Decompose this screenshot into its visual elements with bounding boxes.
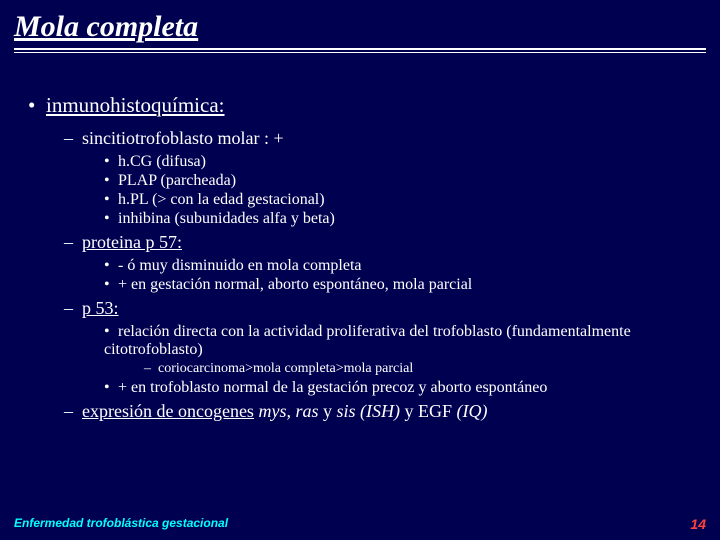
level3-label: relación directa con la actividad prolif… xyxy=(104,323,631,358)
bullet-dot-icon: • xyxy=(104,172,118,190)
level3-item: •PLAP (parcheada) xyxy=(28,172,692,190)
level3-label: PLAP (parcheada) xyxy=(118,172,236,189)
level1-label: inmunohistoquímica: xyxy=(46,93,225,117)
level3-label: - ó muy disminuido en mola completa xyxy=(118,257,362,274)
level2-item: –p 53: xyxy=(28,298,692,319)
bullet-dot-icon: • xyxy=(104,210,118,228)
page-number: 14 xyxy=(690,516,706,532)
dash-icon: – xyxy=(64,298,82,319)
level2-seg: sis (ISH) xyxy=(332,401,405,421)
dash-icon: – xyxy=(64,232,82,253)
level3-label: + en gestación normal, aborto espontáneo… xyxy=(118,276,472,293)
level2-label: sincitiotrofoblasto molar : + xyxy=(82,128,284,148)
level3-item: •h.PL (> con la edad gestacional) xyxy=(28,191,692,209)
bullet-dot-icon: • xyxy=(104,257,118,275)
level3-item: •- ó muy disminuido en mola completa xyxy=(28,257,692,275)
level3-item: •+ en trofoblasto normal de la gestación… xyxy=(28,379,692,397)
level1-item: •inmunohistoquímica: xyxy=(28,93,692,118)
bullet-dot-icon: • xyxy=(104,276,118,294)
bullet-dot-icon: • xyxy=(104,153,118,171)
level2-seg: mys, ras xyxy=(254,401,323,421)
level2-item: –proteina p 57: xyxy=(28,232,692,253)
level2-seg: expresión de oncogenes xyxy=(82,401,254,421)
level2-seg: (IQ) xyxy=(452,401,487,421)
bullet-dot-icon: • xyxy=(104,191,118,209)
bullet-dot-icon: • xyxy=(28,93,46,118)
bullet-dot-icon: • xyxy=(104,323,118,341)
level3-item: •h.CG (difusa) xyxy=(28,153,692,171)
level3-label: h.PL (> con la edad gestacional) xyxy=(118,191,325,208)
level2-item: –sincitiotrofoblasto molar : + xyxy=(28,128,692,149)
level3-label: + en trofoblasto normal de la gestación … xyxy=(118,379,547,396)
bullet-dot-icon: • xyxy=(104,379,118,397)
level2-seg: y xyxy=(323,401,332,421)
footer-title: Enfermedad trofoblástica gestacional xyxy=(14,516,228,530)
level3-label: h.CG (difusa) xyxy=(118,153,206,170)
level3-item: •+ en gestación normal, aborto espontáne… xyxy=(28,276,692,294)
title-rule-thick xyxy=(14,48,706,50)
level3-label: inhibina (subunidades alfa y beta) xyxy=(118,210,335,227)
slide-title: Mola completa xyxy=(0,0,720,46)
level4-item: –coriocarcinoma>mola completa>mola parci… xyxy=(28,361,692,377)
level3-item: •inhibina (subunidades alfa y beta) xyxy=(28,210,692,228)
slide-body: •inmunohistoquímica: –sincitiotrofoblast… xyxy=(0,53,720,422)
level3-item: •relación directa con la actividad proli… xyxy=(28,323,692,359)
level2-label: p 53: xyxy=(82,298,119,318)
dash-icon: – xyxy=(64,401,82,422)
level2-seg: y EGF xyxy=(404,401,452,421)
level2-item: –expresión de oncogenes mys, ras y sis (… xyxy=(28,401,692,422)
level4-label: coriocarcinoma>mola completa>mola parcia… xyxy=(158,361,413,376)
dash-icon: – xyxy=(144,361,158,377)
level2-label: proteina p 57: xyxy=(82,232,182,252)
slide-footer: Enfermedad trofoblástica gestacional 14 xyxy=(14,516,706,532)
dash-icon: – xyxy=(64,128,82,149)
